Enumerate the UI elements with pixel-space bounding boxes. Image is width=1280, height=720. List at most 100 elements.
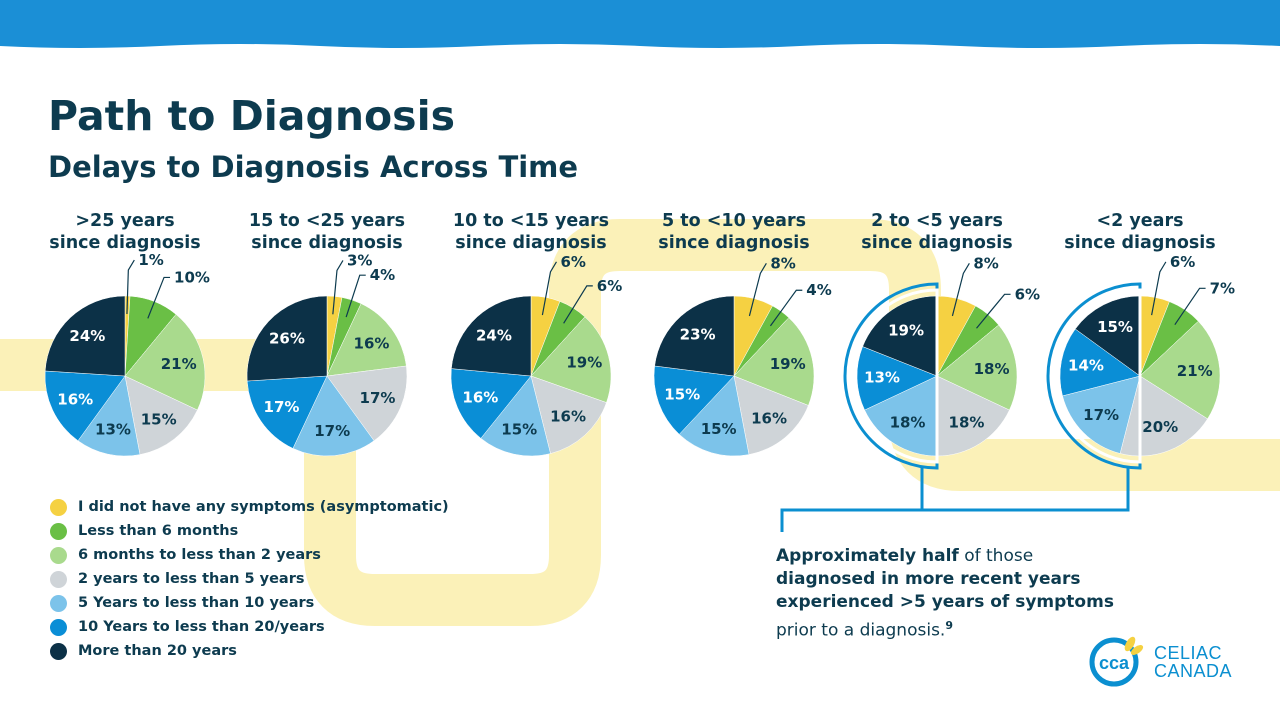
data-label: 1% [138, 251, 163, 269]
pie-slice [678, 375, 750, 457]
pie-title-line: since diagnosis [455, 233, 607, 253]
connector-line [920, 468, 1130, 512]
data-label: 17% [264, 398, 300, 416]
pie-slice [1062, 375, 1141, 454]
leader-line [541, 261, 557, 316]
highlight-outline [843, 282, 939, 470]
logo-line-2: CANADA [1154, 661, 1233, 681]
pie-slice [936, 324, 1018, 411]
data-label: 7% [1210, 279, 1235, 297]
data-label: 6% [597, 277, 622, 295]
pie-slice [1139, 320, 1221, 420]
note-bold-1: Approximately half [776, 546, 959, 566]
data-label: 17% [314, 422, 350, 440]
pie-slice [654, 295, 735, 377]
data-label: 20% [1142, 418, 1178, 436]
legend-item: Less than 6 months [50, 519, 449, 543]
page-title: Path to Diagnosis [48, 92, 456, 140]
pie-title: 15 to <25 years since diagnosis [227, 210, 427, 254]
leader-line [332, 260, 344, 315]
note-text-2: prior to a diagnosis. [776, 620, 946, 641]
pie-title-line: 15 to <25 years [248, 211, 406, 231]
data-label: 19% [888, 322, 924, 340]
pie-slice [1059, 328, 1141, 397]
pie-slice [936, 375, 1010, 457]
legend-item: 2 years to less than 5 years [50, 567, 449, 591]
pie-slice [733, 317, 815, 406]
legend-label: I did not have any symptoms (asymptomati… [78, 499, 449, 515]
legend-item: 5 Years to less than 10 years [50, 591, 449, 615]
leader-line [951, 263, 970, 317]
data-label: 13% [864, 369, 900, 387]
logo-text: CELIAC CANADA [1154, 644, 1232, 680]
data-label: 8% [770, 254, 795, 272]
legend-item: 6 months to less than 2 years [50, 543, 449, 567]
legend-item: I did not have any symptoms (asymptomati… [50, 495, 449, 519]
highlight-inner-ring [1052, 288, 1142, 464]
legend-swatch [50, 498, 67, 516]
data-label: 19% [566, 354, 602, 372]
pie-title-line: since diagnosis [1064, 233, 1216, 253]
data-label: 13% [95, 421, 131, 439]
legend-label: 5 Years to less than 10 years [78, 595, 315, 611]
data-label: 23% [680, 326, 716, 344]
pie-title: <2 years since diagnosis [1040, 210, 1240, 254]
note-bold-2: diagnosed in more recent years [776, 569, 1081, 589]
pie-title-line: 10 to <15 years [452, 211, 610, 231]
leader-line [769, 289, 803, 327]
data-label: 21% [161, 355, 197, 373]
data-label: 10% [174, 268, 210, 286]
legend-item: 10 Years to less than 20/years [50, 615, 449, 639]
legend-label: 2 years to less than 5 years [78, 571, 305, 587]
data-label: 4% [806, 281, 831, 299]
pie-slice [480, 375, 551, 457]
logo-line-1: CELIAC [1154, 643, 1223, 663]
legend-label: Less than 6 months [78, 523, 239, 539]
leader-line [1151, 261, 1167, 316]
data-label: 15% [664, 386, 700, 404]
legend-item: More than 20 years [50, 639, 449, 663]
data-label: 6% [560, 253, 585, 271]
legend-swatch [50, 618, 67, 636]
pie-title: 5 to <10 years since diagnosis [634, 210, 834, 254]
leader-line [126, 259, 135, 315]
data-label: 15% [701, 420, 737, 438]
pie-slice [733, 375, 809, 455]
data-label: 4% [370, 266, 395, 284]
pie-slice [1119, 375, 1208, 457]
pie-slice [530, 375, 607, 454]
pie-title-line: 5 to <10 years [662, 211, 806, 231]
data-label: 15% [1097, 318, 1133, 336]
pie-title-line: since diagnosis [251, 233, 403, 253]
connector-line [780, 508, 922, 532]
data-label: 6% [1015, 285, 1040, 303]
data-label: 14% [1068, 357, 1104, 375]
data-label: 8% [973, 254, 998, 272]
pie-slice [653, 365, 735, 435]
pie-slice [450, 368, 532, 439]
leader-line [1174, 287, 1206, 326]
logo-mark-text: cca [1099, 653, 1130, 673]
legend-label: 10 Years to less than 20/years [78, 619, 325, 635]
pie-slice [246, 295, 328, 382]
pie-title: >25 years since diagnosis [25, 210, 225, 254]
data-label: 21% [1177, 362, 1213, 380]
pie-slice [326, 303, 407, 377]
pie-title-line: >25 years [75, 211, 175, 231]
pie-slice [856, 346, 938, 411]
data-label: 16% [550, 408, 586, 426]
footnote-ref: 9 [945, 619, 953, 632]
page-subtitle: Delays to Diagnosis Across Time [48, 150, 579, 184]
pie-title: 2 to <5 years since diagnosis [837, 210, 1037, 254]
pie-slice [77, 375, 141, 457]
leader-line [748, 263, 767, 317]
data-label: 24% [69, 327, 105, 345]
pie-slice [292, 375, 375, 457]
data-label: 18% [890, 413, 926, 431]
legend-swatch [50, 594, 67, 612]
data-label: 18% [949, 413, 985, 431]
top-banner [0, 0, 1280, 50]
highlight-inner-ring [849, 288, 939, 464]
data-label: 16% [751, 409, 787, 427]
